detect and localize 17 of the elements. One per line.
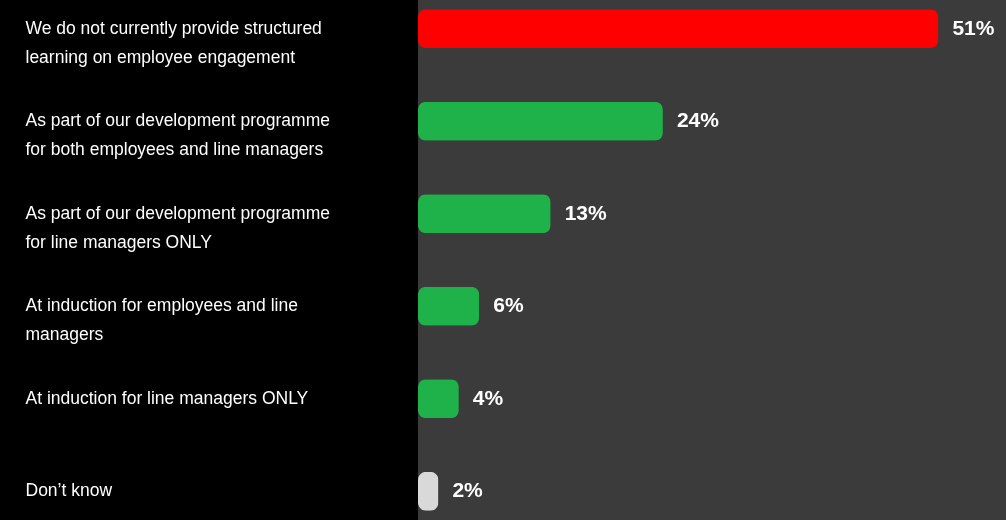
y-tick-label: Don’t know	[25, 480, 113, 501]
y-tick-label: We do not currently provide structured learning on employee engagement	[25, 17, 322, 67]
y-tick-label: As part of our development programme for both employees and line managers	[25, 110, 330, 160]
y-tick-label: At induction for line managers ONLY	[25, 387, 309, 408]
bar	[418, 9, 939, 49]
data-label: 6%	[493, 293, 524, 317]
bar	[418, 194, 551, 234]
data-label: 24%	[676, 108, 720, 132]
y-tick-label: As part of our development programme for line managers ONLY	[25, 202, 330, 252]
y-tick-label: At induction for employees and line managers	[25, 295, 298, 345]
data-label: 2%	[452, 478, 484, 502]
bar	[418, 379, 459, 419]
data-label: 51%	[952, 15, 995, 39]
data-label: 13%	[564, 200, 607, 224]
data-label: 4%	[472, 385, 504, 409]
bar	[418, 286, 480, 326]
bar	[418, 101, 663, 141]
